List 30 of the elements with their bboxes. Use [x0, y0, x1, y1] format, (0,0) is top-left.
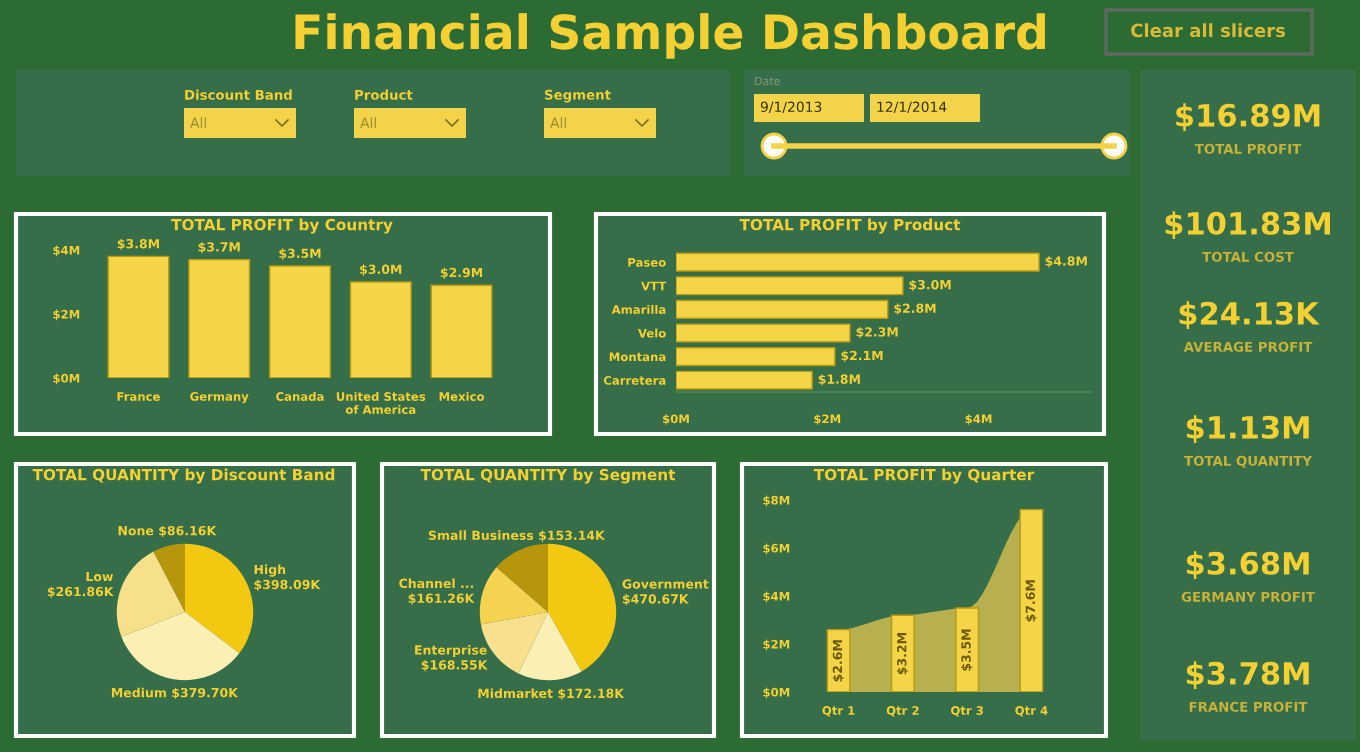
text: Financial Sample Dashboard [295, 13, 1045, 59]
bar [676, 347, 836, 367]
text: $3.78M [1186, 661, 1309, 689]
bar [430, 284, 493, 378]
text: $101.83M [1165, 211, 1330, 239]
bar [890, 614, 915, 692]
pie-slice [548, 543, 617, 672]
bar [676, 370, 813, 390]
pie-slice [518, 612, 582, 681]
text: Clear all slicers [1131, 23, 1285, 38]
text: $24.13K [1179, 301, 1320, 329]
bar [676, 299, 889, 319]
pie-slice [153, 543, 185, 612]
pie-slice [116, 551, 185, 637]
pie-slice [121, 612, 240, 681]
text: $3.68M [1186, 551, 1309, 579]
bar [955, 607, 980, 692]
pie-slice [496, 543, 548, 612]
bar [269, 265, 331, 378]
bar [676, 252, 1040, 272]
pie-slice [479, 567, 548, 625]
bar [676, 276, 904, 296]
bar [676, 323, 851, 343]
bar [349, 281, 412, 378]
bar [1019, 508, 1044, 692]
bar [188, 258, 251, 378]
bar [107, 255, 170, 378]
text: $16.89M [1176, 103, 1320, 131]
text: $1.13M [1186, 415, 1309, 443]
pie-slice [185, 543, 254, 654]
